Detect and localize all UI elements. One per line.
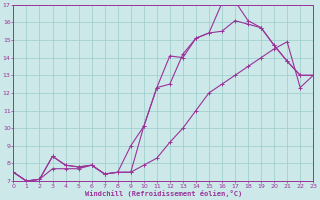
X-axis label: Windchill (Refroidissement éolien,°C): Windchill (Refroidissement éolien,°C)	[85, 190, 242, 197]
